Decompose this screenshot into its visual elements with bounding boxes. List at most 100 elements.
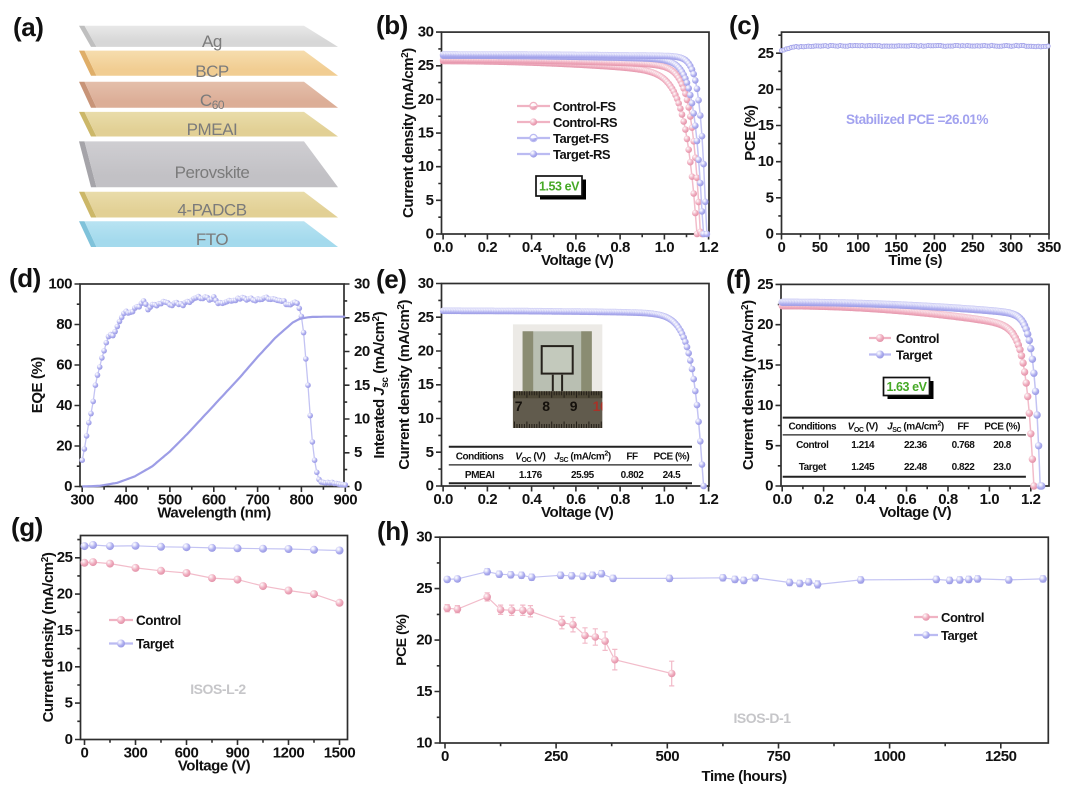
svg-text:20.8: 20.8 [993,440,1012,451]
svg-text:0: 0 [426,478,434,495]
svg-text:ISOS-D-1: ISOS-D-1 [733,710,791,726]
svg-text:9: 9 [570,398,578,414]
svg-text:Control: Control [896,331,939,346]
svg-text:VOC (V): VOC (V) [848,421,878,434]
svg-text:20: 20 [416,632,432,649]
svg-text:400: 400 [114,492,138,509]
svg-text:1000: 1000 [874,748,906,765]
svg-text:0: 0 [765,478,773,495]
svg-text:Ag: Ag [202,32,222,51]
svg-text:(g): (g) [11,512,43,542]
svg-text:5: 5 [65,695,73,712]
svg-text:5: 5 [426,192,434,209]
svg-text:(h): (h) [377,516,409,546]
svg-text:VOC (V): VOC (V) [515,452,545,465]
svg-text:300: 300 [999,239,1023,256]
svg-text:Current density (mA/cm2): Current density (mA/cm2) [400,48,417,218]
svg-text:0.2: 0.2 [814,491,834,508]
svg-text:Voltage (V): Voltage (V) [879,504,952,521]
svg-text:Control-FS: Control-FS [553,99,616,114]
svg-text:5: 5 [766,189,774,206]
svg-text:JSC (mA/cm2): JSC (mA/cm2) [887,420,944,434]
svg-text:Voltage (V): Voltage (V) [178,758,251,775]
svg-text:Voltage (V): Voltage (V) [541,252,614,269]
svg-text:0.6: 0.6 [566,491,586,508]
svg-text:7: 7 [515,398,523,414]
svg-text:0: 0 [441,748,449,765]
svg-text:1.63 eV: 1.63 eV [887,380,928,394]
svg-text:25: 25 [416,580,432,597]
svg-text:Current density (mA/cm2): Current density (mA/cm2) [740,300,757,470]
svg-text:100: 100 [846,239,870,256]
svg-text:PCE (%): PCE (%) [393,614,409,665]
svg-text:800: 800 [290,492,314,509]
svg-text:Control: Control [136,613,181,628]
svg-text:22.36: 22.36 [904,440,928,451]
svg-text:25: 25 [758,45,774,62]
svg-text:150: 150 [884,239,908,256]
svg-text:0.2: 0.2 [478,491,498,508]
svg-text:24.5: 24.5 [663,470,682,481]
svg-text:ISOS-L-2: ISOS-L-2 [190,681,246,697]
svg-text:0.768: 0.768 [952,440,976,451]
svg-text:0.0: 0.0 [772,491,792,508]
svg-text:0.4: 0.4 [855,491,876,508]
svg-text:Control: Control [941,610,984,625]
svg-text:Target: Target [136,636,175,651]
svg-text:0.0: 0.0 [433,491,453,508]
svg-text:Target: Target [799,462,827,473]
svg-text:FTO: FTO [196,230,229,249]
svg-text:BCP: BCP [195,62,229,81]
svg-text:Interated Jsc (mA/cm2): Interated Jsc (mA/cm2) [371,311,391,458]
svg-text:25: 25 [354,309,370,326]
svg-text:20: 20 [758,81,774,98]
svg-text:0.8: 0.8 [938,491,958,508]
svg-text:15: 15 [416,683,432,700]
svg-text:Conditions: Conditions [788,421,837,432]
svg-text:Voltage (V): Voltage (V) [541,504,614,521]
svg-text:15: 15 [758,117,774,134]
svg-text:FF: FF [626,452,638,463]
svg-text:40: 40 [56,397,72,414]
svg-text:0: 0 [354,478,362,495]
svg-text:Current density (mA/cm2): Current density (mA/cm2) [396,299,413,469]
svg-text:30: 30 [416,529,432,546]
svg-text:PCE (%): PCE (%) [984,421,1020,432]
svg-text:Target: Target [941,628,978,643]
svg-text:0.2: 0.2 [478,239,498,256]
svg-text:25: 25 [418,309,434,326]
svg-text:300: 300 [124,745,148,762]
svg-text:0: 0 [766,226,774,243]
svg-text:0.822: 0.822 [952,462,976,473]
svg-text:200: 200 [923,239,947,256]
svg-text:1.2: 1.2 [1021,491,1041,508]
svg-text:0.4: 0.4 [522,491,543,508]
svg-text:(c): (c) [729,10,759,40]
svg-text:0: 0 [81,745,89,762]
svg-text:10: 10 [593,398,608,414]
svg-text:Target-FS: Target-FS [553,131,609,146]
svg-text:Control: Control [796,440,829,451]
svg-text:10: 10 [354,411,370,428]
svg-text:80: 80 [56,316,72,333]
svg-text:1.2: 1.2 [699,239,719,256]
svg-text:30: 30 [418,275,434,292]
svg-text:Target: Target [896,347,933,362]
svg-text:50: 50 [812,239,828,256]
svg-text:1.0: 1.0 [655,239,675,256]
svg-text:300: 300 [70,492,94,509]
svg-text:10: 10 [418,158,434,175]
svg-text:15: 15 [57,622,73,639]
svg-text:20: 20 [757,316,773,333]
svg-text:350: 350 [1037,239,1061,256]
svg-text:Perovskite: Perovskite [175,163,250,182]
svg-text:4-PADCB: 4-PADCB [177,201,246,220]
svg-text:Time (hours): Time (hours) [702,768,788,785]
svg-text:23.0: 23.0 [993,462,1012,473]
svg-text:25: 25 [418,57,434,74]
svg-text:10: 10 [416,735,432,752]
svg-text:25: 25 [757,276,773,293]
svg-text:0.0: 0.0 [433,239,453,256]
svg-text:1250: 1250 [985,748,1017,765]
svg-text:0.6: 0.6 [897,491,917,508]
